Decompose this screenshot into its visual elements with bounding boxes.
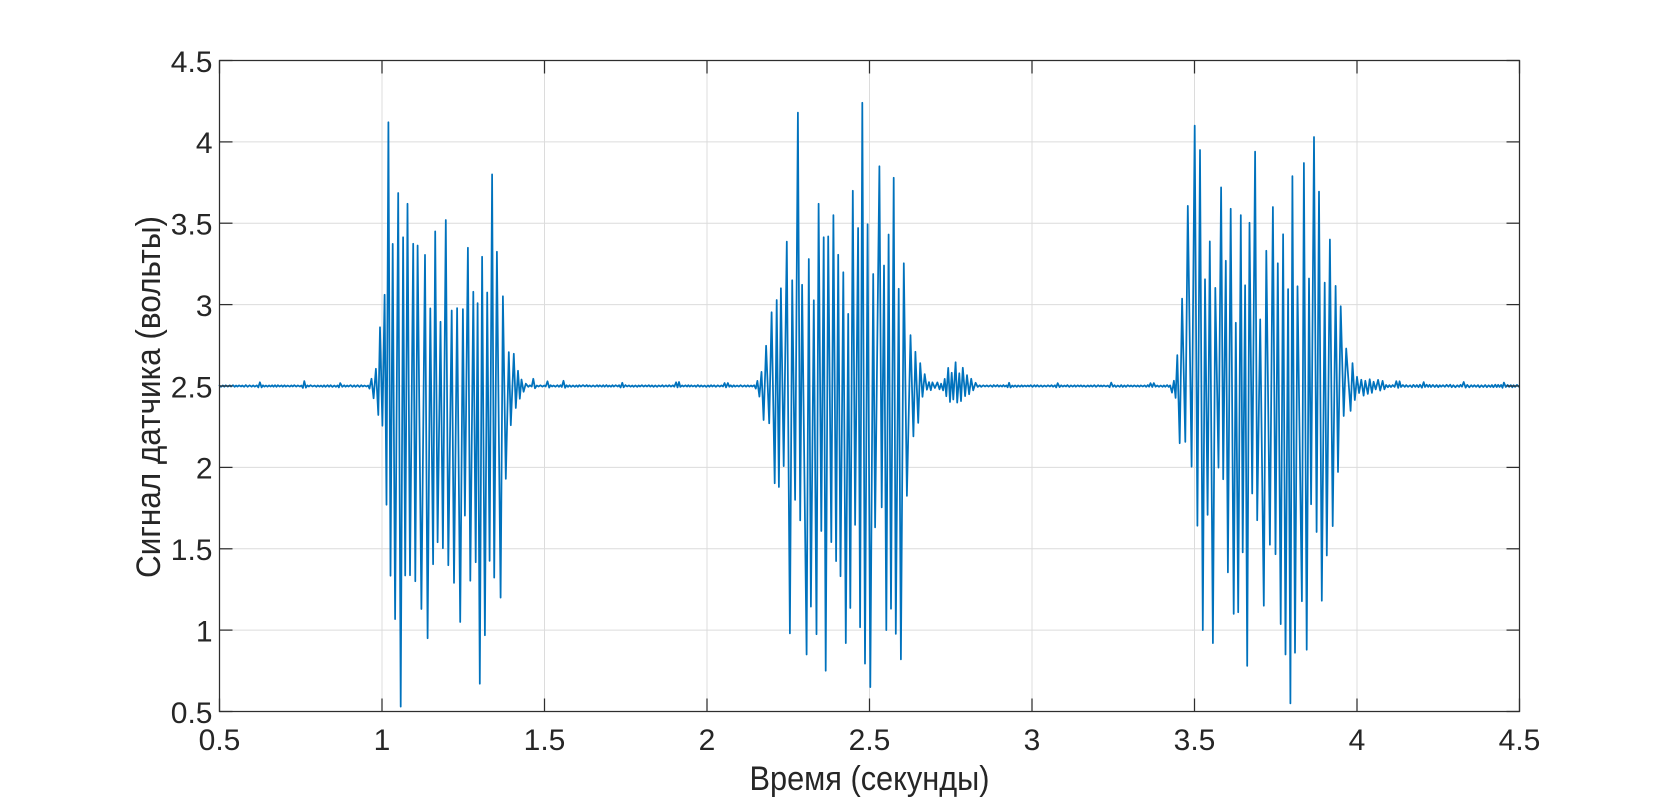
- svg-text:3.5: 3.5: [171, 209, 213, 242]
- svg-text:0.5: 0.5: [199, 724, 241, 757]
- svg-text:2: 2: [699, 724, 716, 757]
- svg-text:4.5: 4.5: [1499, 724, 1541, 757]
- svg-text:1: 1: [374, 724, 391, 757]
- svg-text:1.5: 1.5: [524, 724, 566, 757]
- svg-text:1: 1: [196, 615, 213, 648]
- svg-text:3: 3: [196, 290, 213, 323]
- svg-text:4: 4: [1349, 724, 1366, 757]
- svg-text:3.5: 3.5: [1174, 724, 1216, 757]
- svg-text:2.5: 2.5: [849, 724, 891, 757]
- svg-text:Время (секунды): Время (секунды): [750, 760, 990, 798]
- svg-text:Сигнал датчика (вольты): Сигнал датчика (вольты): [130, 216, 168, 578]
- svg-text:0.5: 0.5: [171, 697, 213, 730]
- svg-text:2.5: 2.5: [171, 371, 213, 404]
- svg-text:1.5: 1.5: [171, 534, 213, 567]
- svg-text:4.5: 4.5: [171, 46, 213, 79]
- svg-text:4: 4: [196, 127, 213, 160]
- svg-text:3: 3: [1024, 724, 1041, 757]
- svg-text:2: 2: [196, 453, 213, 486]
